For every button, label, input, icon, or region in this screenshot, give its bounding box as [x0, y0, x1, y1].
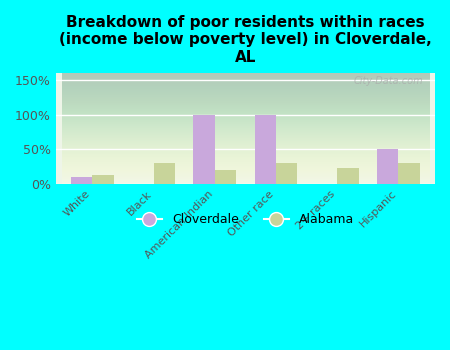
Bar — [71, 177, 92, 184]
Bar — [194, 114, 215, 184]
Bar — [377, 149, 398, 184]
Bar — [153, 163, 175, 184]
Bar — [255, 114, 276, 184]
Text: City-Data.com: City-Data.com — [354, 76, 423, 86]
Bar — [398, 163, 420, 184]
Legend: Cloverdale, Alabama: Cloverdale, Alabama — [132, 208, 359, 231]
Bar — [215, 170, 236, 184]
Title: Breakdown of poor residents within races
(income below poverty level) in Cloverd: Breakdown of poor residents within races… — [59, 15, 432, 65]
Bar — [276, 163, 297, 184]
Bar — [92, 175, 114, 184]
Bar — [337, 168, 359, 184]
